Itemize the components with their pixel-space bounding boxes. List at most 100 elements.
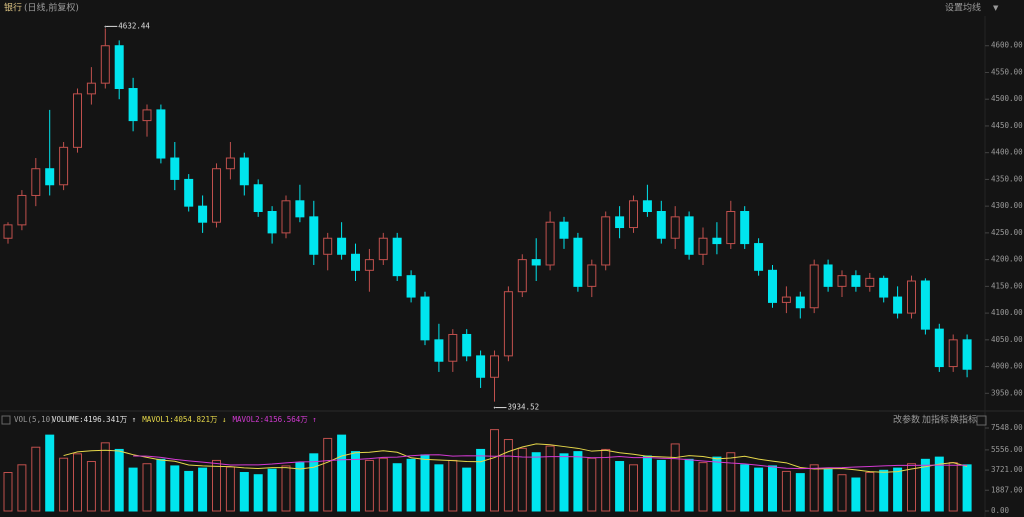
button[interactable]: 改参数 (893, 414, 920, 426)
y-tick-label: 4000.00 (991, 362, 1023, 371)
volume-bar (587, 457, 597, 512)
volume-bar (962, 464, 972, 512)
y-tick-label: 1887.00 (991, 485, 1023, 494)
candle-body (337, 237, 347, 255)
candle-body (879, 277, 889, 298)
volume-bar (156, 458, 166, 512)
candle-body (378, 237, 388, 261)
volume-bar (698, 462, 708, 512)
y-tick-label: 4400.00 (991, 148, 1023, 157)
candle-body (45, 168, 55, 186)
annotation-arrow: ← (494, 404, 498, 412)
y-tick-label: 7548.00 (991, 423, 1023, 432)
candle-body (587, 264, 597, 287)
volume-bar (100, 442, 110, 512)
candle-body (517, 259, 527, 293)
candle-body (851, 275, 861, 287)
button[interactable]: 加指标 (922, 414, 949, 426)
volume-bar (559, 453, 569, 512)
button[interactable]: 换指标 (950, 414, 977, 426)
volume-bar (462, 467, 472, 512)
candle-body (476, 355, 486, 378)
volume-bar (392, 463, 402, 512)
indicator-icon[interactable] (1, 415, 11, 425)
volume-bar (934, 456, 944, 512)
volume-bar (406, 458, 416, 512)
candle-body (907, 280, 916, 314)
candle-body (920, 280, 930, 330)
volume-bar (781, 470, 791, 512)
candle-body (364, 259, 374, 271)
volume-bar (378, 457, 388, 512)
volume-bar (364, 459, 374, 512)
candle-body (754, 243, 764, 271)
candle-body (212, 168, 221, 223)
volume-bar (670, 443, 680, 512)
legend-entry: MAVOL2:4156.564万 ↑ (233, 415, 317, 424)
candle-body (781, 296, 791, 303)
candle-body (629, 200, 638, 229)
volume-bar (31, 446, 41, 512)
candle-body (962, 339, 972, 370)
volume-bar (768, 465, 777, 512)
volume-bar (740, 464, 750, 512)
volume-bar (225, 466, 235, 512)
candle-body (239, 157, 249, 186)
volume-bar (198, 467, 208, 512)
candle-body (434, 339, 444, 362)
volume-bar (809, 464, 819, 512)
volume-bar (3, 472, 13, 512)
volume-bar (754, 467, 764, 512)
y-tick-label: 4300.00 (991, 201, 1023, 210)
volume-bar (642, 455, 652, 512)
y-tick-label: 3950.00 (991, 388, 1023, 397)
candle-body (184, 178, 194, 207)
chart-mode: (日线,前复权) (24, 2, 79, 14)
candle-body (86, 82, 96, 95)
candle-body (865, 277, 875, 287)
candle-body (726, 211, 736, 245)
volume-bar (712, 456, 722, 512)
candle-body (698, 237, 708, 255)
candle-body (253, 184, 263, 212)
volume-bar (323, 437, 333, 512)
candle-body (59, 146, 69, 186)
volume-bar (17, 464, 27, 512)
volume-bar (893, 467, 903, 512)
candle-body (559, 221, 569, 239)
ma-line (133, 454, 968, 470)
candle-body (100, 45, 110, 84)
candle-body (448, 333, 458, 362)
volume-bar (823, 468, 833, 512)
volume-bar (142, 463, 152, 512)
ma-setting[interactable]: 设置均线 (945, 2, 981, 14)
candle-body (795, 296, 805, 309)
dropdown-arrow: ▼ (993, 4, 999, 12)
volume-bar (865, 472, 875, 512)
candle-body (837, 275, 847, 287)
candle-body (642, 200, 652, 213)
volume-bar (907, 463, 916, 512)
volume-bar (517, 447, 527, 512)
y-tick-label: 3721.00 (991, 465, 1023, 474)
candle-body (198, 205, 208, 223)
close-button[interactable] (976, 415, 987, 426)
candle-body (156, 109, 166, 159)
y-tick-label: 4550.00 (991, 67, 1023, 76)
candle-body (406, 275, 416, 298)
candle-body (531, 259, 541, 266)
volume-bar (684, 458, 694, 512)
volume-bar (490, 429, 499, 512)
volume-bar (128, 467, 138, 512)
candle-body (948, 339, 958, 368)
candle-body (309, 216, 319, 255)
candle-body (490, 355, 499, 378)
candle-body (128, 88, 138, 122)
volume-bar (448, 459, 458, 512)
volume-bar (851, 477, 861, 512)
candle-body (823, 264, 833, 287)
volume-bar (837, 474, 847, 512)
volume-bar (184, 470, 194, 512)
candle-body (462, 333, 472, 357)
